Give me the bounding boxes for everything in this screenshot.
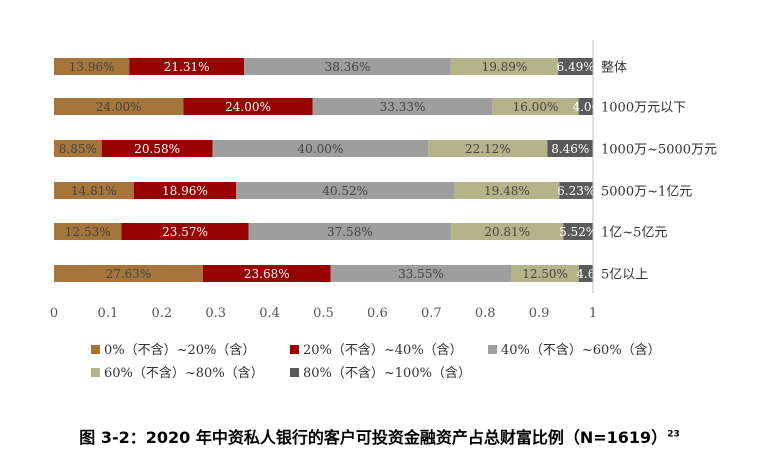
legend: 0%（不含）~20%（含） 20%（不含）~40%（含） 40%（不含）~60%（含… [91,342,661,381]
legend-label: 60%（不含）~80%（含） [104,365,264,381]
x-tick-labels-group: 0 0.1 0.2 0.3 0.4 0.5 0.6 0.7 0.8 0.9 1 [50,306,597,321]
bar-data-label: 20.81% [484,225,530,239]
bar-data-label: 13.96% [69,60,115,74]
bar-segment-3-2 [236,182,455,199]
bar-segment-0-1 [129,58,245,75]
bar-data-label: 33.55% [398,267,444,281]
legend-label: 40%（不含）~60%（含） [501,342,661,358]
legend-label: 80%（不含）~100%（含） [303,365,471,381]
bar-data-label: 12.53% [65,225,111,239]
caption-footnote: 23 [667,429,680,440]
bar-segment-3-0 [54,182,134,199]
bar-data-label: 23.57% [162,225,208,239]
x-tick-label: 0.5 [313,306,334,321]
bar-segment-5-0 [54,265,203,282]
bar-data-label: 24.00% [96,100,142,114]
bar-segment-5-2 [330,265,512,282]
bar-data-label: 16.00% [513,100,559,114]
bar-segment-0-3 [450,58,559,75]
bar-data-label: 19.48% [484,184,530,198]
caption-text: 图 3-2：2020 年中资私人银行的客户可投资金融资产占总财富比例（N=161… [79,428,668,447]
category-label: 整体 [601,61,627,76]
bar-segment-4-1 [121,223,249,240]
x-tick-label: 0.1 [98,306,119,321]
bar-data-label: 4.6 [576,267,595,281]
bar-segment-1-4 [578,98,593,115]
bar-data-label: 40.52% [322,184,368,198]
category-label: 5亿以上 [601,268,648,283]
legend-swatch [91,368,100,377]
category-label: 1亿~5亿元 [601,226,667,241]
bar-data-label: 6.23% [557,184,595,198]
bar-data-label: 38.36% [325,60,371,74]
bar-segment-1-2 [312,98,493,115]
bars-group [54,58,594,282]
x-tick-label: 0.6 [367,306,388,321]
x-tick-label: 0.7 [421,306,442,321]
category-label: 5000万~1亿元 [601,185,692,200]
bar-segment-5-1 [202,265,331,282]
figure-caption: 图 3-2：2020 年中资私人银行的客户可投资金融资产占总财富比例（N=161… [0,424,759,448]
bar-data-label: 20.58% [134,142,180,156]
legend-label: 20%（不含）~40%（含） [303,342,463,358]
x-tick-label: 0.4 [259,306,280,321]
bar-segment-3-1 [133,182,237,199]
stacked-bar-chart: 13.96% 21.31% 38.36% 19.89% 6.49% 24.00% 24.00… [50,40,717,381]
bar-data-label: 27.63% [106,267,152,281]
bar-segment-2-1 [101,140,213,157]
x-tick-label: 0.8 [475,306,496,321]
bar-segment-3-3 [454,182,560,199]
bar-data-label: 4.00 [572,100,599,114]
category-labels-group: 整体 1000万元以下 1000万~5000万元 5000万~1亿元 1亿~5亿元 5亿以… [601,61,717,283]
bar-segment-2-4 [547,140,594,157]
bar-labels-group: 13.96% 21.31% 38.36% 19.89% 6.49% 24.00% 24.00… [59,60,599,281]
bar-segment-0-2 [244,58,451,75]
legend-swatch [91,345,100,354]
bar-segment-0-4 [558,58,594,75]
x-tick-label: 0.2 [151,306,172,321]
legend-swatch [488,345,497,354]
x-tick-label: 1 [589,306,597,321]
bar-data-label: 14.81% [71,184,117,198]
bar-data-label: 37.58% [327,225,373,239]
legend-label: 0%（不含）~20%（含） [104,342,255,358]
bar-data-label: 21.31% [164,60,210,74]
bar-data-label: 8.85% [59,142,97,156]
bar-data-label: 24.00% [225,100,271,114]
bar-segment-2-3 [428,140,548,157]
bar-segment-3-4 [559,182,593,199]
bar-data-label: 23.68% [244,267,290,281]
bar-data-label: 22.12% [465,142,511,156]
bar-segment-2-0 [54,140,102,157]
x-tick-label: 0.9 [529,306,550,321]
bar-data-label: 18.96% [162,184,208,198]
bar-data-label: 12.50% [522,267,568,281]
bar-segment-4-3 [451,223,564,240]
bar-segment-0-0 [54,58,130,75]
category-label: 1000万~5000万元 [601,143,717,158]
legend-swatch [290,368,299,377]
bar-segment-4-2 [248,223,452,240]
legend-swatch [290,345,299,354]
bar-segment-2-2 [212,140,429,157]
bar-segment-4-4 [563,223,594,240]
bar-data-label: 8.46% [551,142,589,156]
bar-data-label: 5.52% [559,225,597,239]
bar-segment-5-4 [578,265,593,282]
bar-data-label: 33.33% [380,100,426,114]
bar-data-label: 40.00% [298,142,344,156]
category-label: 1000万元以下 [601,101,686,116]
x-tick-label: 0.3 [205,306,226,321]
x-tick-label: 0 [50,306,58,321]
bar-segment-1-1 [183,98,313,115]
bar-segment-1-3 [492,98,579,115]
bar-data-label: 19.89% [482,60,528,74]
bar-data-label: 6.49% [557,60,595,74]
bar-segment-5-3 [511,265,579,282]
bar-segment-4-0 [54,223,122,240]
bar-segment-1-0 [54,98,184,115]
